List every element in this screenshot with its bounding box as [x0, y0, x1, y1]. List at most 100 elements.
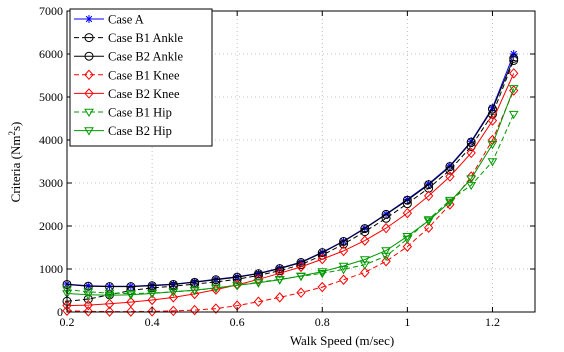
data-point	[168, 279, 178, 289]
axis-ticks: 0.2 0.4 0.6 0.8 1 1.2 0 1000 2000 3000 4000 5000 600…	[39, 4, 535, 329]
plot-series	[62, 50, 519, 317]
series-line	[66, 58, 515, 288]
data-point	[168, 292, 179, 303]
data-point	[317, 281, 327, 293]
y-tick-label: 1000	[39, 262, 63, 276]
data-point	[508, 85, 519, 94]
data-point	[62, 305, 72, 316]
legend-entry: Case B1 Hip	[74, 106, 172, 120]
data-point	[296, 272, 306, 281]
legend-entry: Case B2 Knee	[74, 87, 180, 101]
data-point	[402, 195, 412, 205]
data-point	[317, 270, 328, 279]
legend-entry: Case B2 Hip	[74, 124, 172, 138]
y-tick-label: 0	[57, 305, 63, 319]
data-point	[359, 261, 370, 270]
data-point	[402, 241, 413, 252]
data-point	[275, 264, 285, 274]
marker-ring	[84, 33, 94, 43]
data-point	[381, 222, 391, 234]
data-point	[274, 276, 285, 285]
series-line	[66, 73, 515, 307]
data-point	[423, 222, 434, 233]
data-point	[104, 306, 115, 317]
x-axis-label: Walk Speed (m/sec)	[290, 333, 394, 348]
data-point	[211, 275, 221, 285]
marker-ring	[296, 260, 306, 270]
data-point	[232, 272, 242, 282]
marker-ring	[232, 274, 242, 284]
data-point	[509, 68, 519, 79]
legend-label: Case B1 Ankle	[108, 31, 183, 45]
data-point	[190, 277, 200, 287]
data-point	[168, 288, 179, 297]
data-point	[488, 103, 497, 112]
marker-ring	[275, 266, 285, 276]
legend-entry: Case B2 Ankle	[74, 50, 183, 64]
marker-ring	[211, 277, 221, 287]
legend-label: Case A	[108, 13, 144, 27]
legend-marker	[84, 127, 94, 136]
data-point	[147, 283, 157, 293]
legend-label: Case B2 Ankle	[108, 50, 183, 64]
data-point	[317, 268, 328, 277]
data-point	[168, 305, 179, 317]
y-tick-label: 7000	[39, 4, 63, 18]
legend-label: Case B2 Knee	[108, 87, 180, 101]
data-point	[402, 233, 413, 242]
data-point	[509, 53, 519, 63]
series-case-b2-knee	[62, 68, 519, 311]
y-tick-label: 6000	[39, 47, 63, 61]
data-point	[508, 110, 519, 120]
legend-entry: Case A	[74, 13, 144, 27]
data-point	[296, 260, 306, 270]
data-point	[147, 306, 157, 317]
data-point	[339, 236, 349, 246]
data-point	[423, 217, 434, 226]
data-point	[296, 261, 306, 273]
data-point	[445, 171, 455, 182]
y-axis-label-prefix: Criteria (Nm	[8, 136, 23, 203]
data-point	[360, 267, 370, 278]
data-point	[275, 268, 285, 279]
x-tick-label: 0.4	[145, 315, 160, 329]
data-point	[338, 262, 349, 271]
data-point	[487, 141, 498, 150]
data-point	[359, 256, 370, 265]
legend-marker	[84, 51, 94, 61]
data-point	[189, 288, 200, 300]
data-point	[423, 190, 434, 202]
legend-box	[69, 8, 213, 147]
data-point	[126, 296, 136, 308]
y-tick-label: 5000	[39, 90, 63, 104]
data-point	[232, 282, 243, 291]
data-point	[83, 306, 93, 317]
data-point	[487, 158, 498, 167]
series-line	[66, 88, 515, 296]
data-point	[381, 252, 391, 262]
data-point	[360, 224, 370, 234]
data-point	[381, 256, 391, 267]
data-point	[402, 207, 413, 219]
data-point	[466, 175, 477, 184]
data-point	[189, 304, 200, 316]
y-axis-label-sup: 2	[7, 131, 17, 136]
legend-label: Case B1 Knee	[108, 68, 180, 82]
data-point	[424, 180, 434, 190]
data-point	[487, 115, 498, 126]
legend-marker	[85, 15, 93, 23]
data-point	[147, 281, 157, 291]
y-axis-label: Criteria (Nm2s)	[7, 122, 23, 203]
data-point	[126, 306, 136, 317]
data-point	[104, 289, 115, 299]
data-point	[360, 235, 370, 246]
data-point	[509, 85, 519, 96]
data-point	[83, 291, 94, 300]
data-point	[104, 291, 115, 301]
x-tick-label: 1	[404, 315, 410, 329]
data-point	[211, 277, 221, 287]
data-point	[423, 216, 434, 225]
data-point	[466, 147, 476, 159]
y-axis-label-suffix: s)	[8, 122, 23, 131]
data-point	[147, 294, 157, 306]
